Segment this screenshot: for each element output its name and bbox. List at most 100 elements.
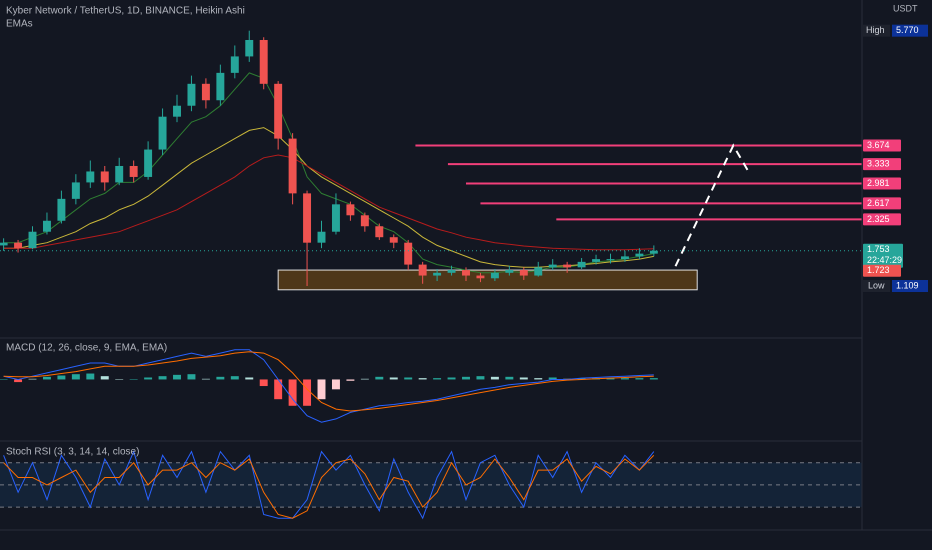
histogram-bar <box>346 379 355 381</box>
support-zone <box>277 269 698 291</box>
candle-body <box>375 226 384 238</box>
histogram-bar <box>462 376 470 380</box>
candle-body <box>216 72 225 101</box>
level-tag-label: 3.333 <box>867 159 890 169</box>
candle-body <box>303 193 312 243</box>
histogram-bar <box>100 376 109 380</box>
level-tag-label: 2.617 <box>867 198 890 208</box>
candle-body <box>274 83 283 139</box>
histogram-bar <box>173 374 181 380</box>
macd-line <box>3 351 654 412</box>
candle-body <box>201 83 210 101</box>
histogram-bar <box>129 379 138 380</box>
histogram-bar <box>620 378 629 380</box>
candle-body <box>86 171 95 183</box>
candle-body <box>433 272 442 276</box>
level-tag-label: 3.674 <box>867 140 890 150</box>
histogram-bar <box>274 379 283 400</box>
price-tag <box>863 264 901 277</box>
candle-body <box>259 39 268 84</box>
histogram-bar <box>201 378 210 380</box>
chart-title: Kyber Network / TetherUS, 1D, BINANCE, H… <box>6 6 245 17</box>
histogram-bar <box>71 374 80 380</box>
histogram-bar <box>360 378 369 380</box>
candle-body <box>317 231 326 243</box>
unit-label: USDT <box>893 3 918 13</box>
projection-arrow <box>674 143 749 267</box>
indicator-label: Stoch RSI (3, 3, 14, 14, close) <box>6 447 139 458</box>
candle-body <box>447 270 456 273</box>
histogram-bar <box>158 376 167 380</box>
candle-body <box>245 39 254 57</box>
histogram-bar <box>42 376 51 380</box>
level-tag <box>863 139 901 152</box>
candle-body <box>173 105 181 117</box>
indicator-label: EMAs <box>6 19 33 30</box>
histogram-bar <box>418 378 427 380</box>
candle-body <box>490 272 499 279</box>
histogram-bar <box>447 377 456 380</box>
candle-body <box>42 220 51 232</box>
low-value: 1.109 <box>896 280 919 290</box>
histogram-bar <box>404 377 413 380</box>
candle-body <box>534 267 543 276</box>
histogram-bar <box>331 379 340 390</box>
histogram-bar <box>490 376 499 380</box>
histogram-bar <box>577 378 586 380</box>
macd-line <box>3 349 654 423</box>
candle-body <box>71 182 80 199</box>
countdown-label: 22:47:29 <box>867 255 902 265</box>
candle-body <box>100 171 109 183</box>
candle-body <box>606 259 615 261</box>
low-label: Low <box>868 280 885 290</box>
candle-body <box>389 237 398 243</box>
candle-body <box>144 149 153 177</box>
high-tag <box>862 24 890 37</box>
candle-body <box>548 264 557 268</box>
candle-body <box>0 242 8 246</box>
candle-body <box>635 253 644 257</box>
candle-body <box>404 242 413 265</box>
ema-line <box>3 72 654 274</box>
candle-body <box>346 204 355 216</box>
stoch-line <box>3 454 655 519</box>
histogram-bar <box>187 374 196 380</box>
level-tag <box>863 213 901 226</box>
price-tag-label: 1.753 <box>867 244 890 254</box>
candle-body <box>331 204 340 232</box>
candle-body <box>14 242 23 249</box>
candle-body <box>592 259 601 262</box>
low-value-tag <box>892 280 928 293</box>
candle-body <box>158 116 167 150</box>
level-tag <box>863 197 901 210</box>
histogram-bar <box>635 378 644 380</box>
histogram-bar <box>433 378 442 380</box>
histogram-bar <box>548 377 557 380</box>
histogram-bar <box>649 378 658 380</box>
candle-body <box>649 250 658 254</box>
histogram-bar <box>28 378 37 380</box>
indicator-label: MACD (12, 26, close, 9, EMA, EMA) <box>6 343 167 354</box>
ema-line <box>3 154 654 251</box>
histogram-bar <box>230 376 239 380</box>
histogram-bar <box>519 377 528 380</box>
histogram-bar <box>259 379 268 387</box>
high-value-tag <box>892 24 928 37</box>
candle-body <box>462 270 470 276</box>
stoch-line <box>3 450 655 520</box>
price-tag <box>863 243 903 268</box>
histogram-bar <box>144 377 153 380</box>
candle-body <box>563 264 572 268</box>
histogram-bar <box>317 379 326 400</box>
candle-body <box>519 270 528 276</box>
candle-body <box>476 275 485 279</box>
candle-body <box>230 56 239 73</box>
level-tag <box>863 158 901 171</box>
histogram-bar <box>86 373 95 380</box>
histogram-bar <box>216 376 225 380</box>
candle-body <box>129 165 138 177</box>
histogram-bar <box>57 375 66 380</box>
histogram-bar <box>375 376 384 380</box>
candle-body <box>620 256 629 260</box>
